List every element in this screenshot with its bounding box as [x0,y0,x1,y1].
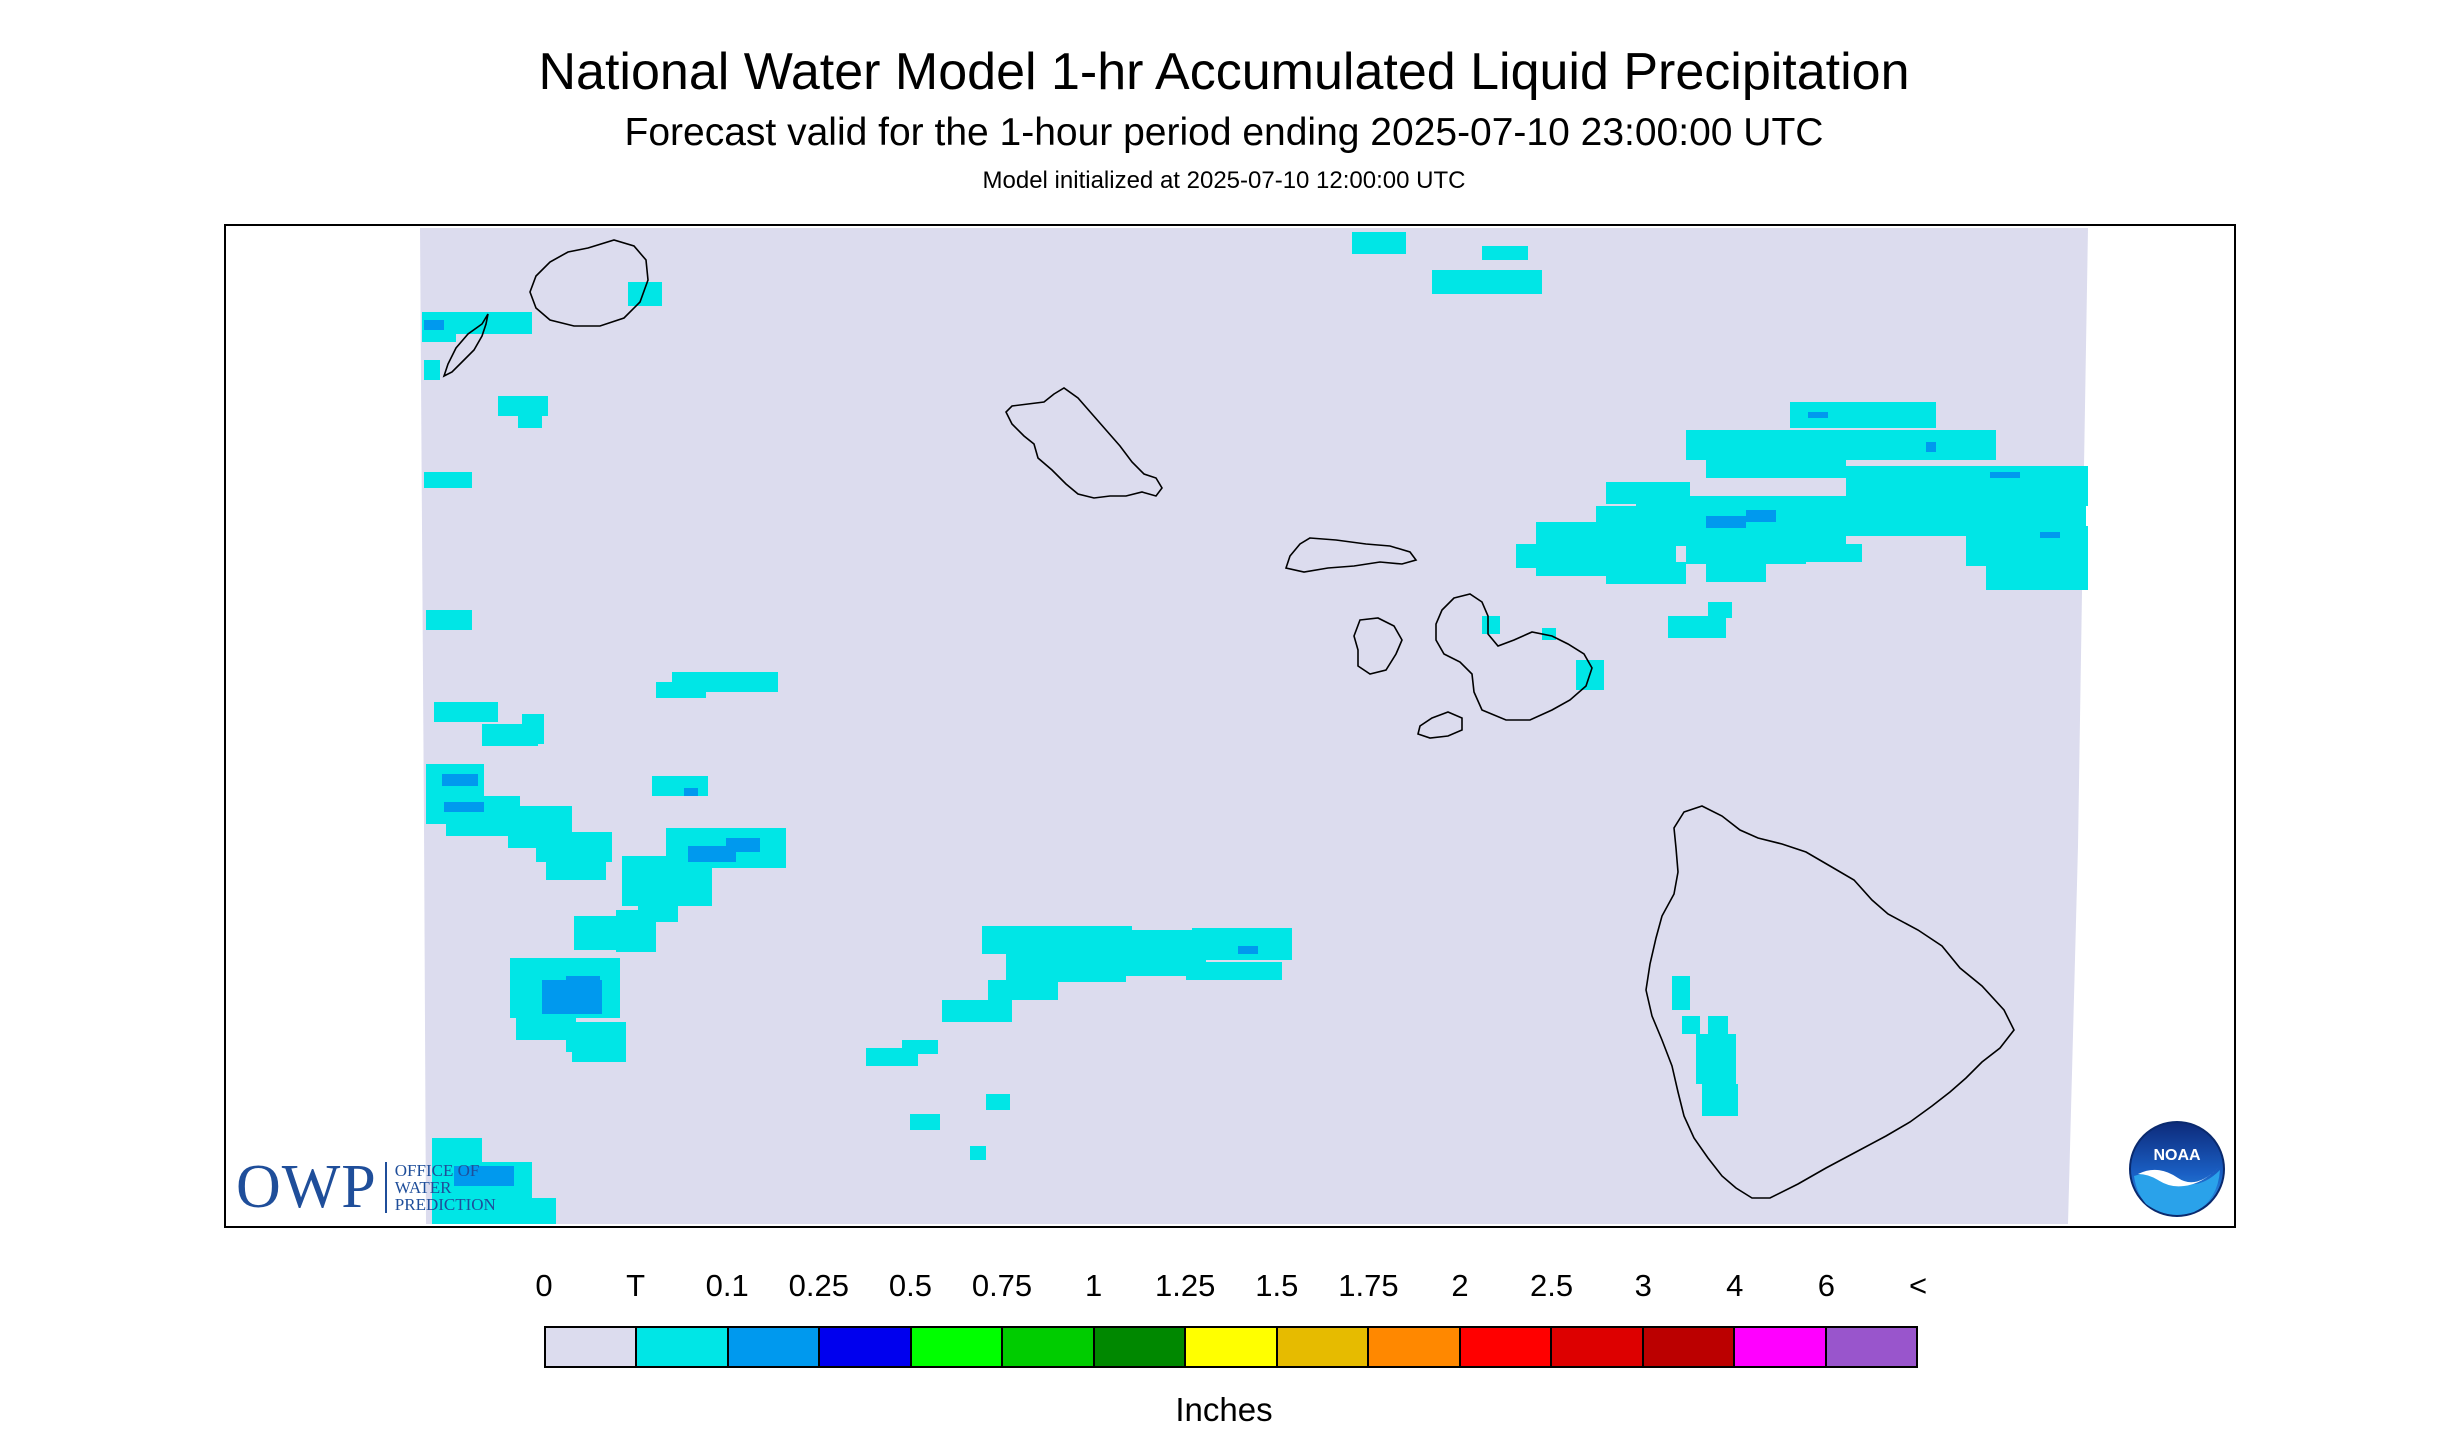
island-outlines [442,239,2015,1199]
legend-label: 1.75 [1338,1268,1399,1303]
legend-label: 2.5 [1530,1268,1574,1303]
forecast-valid-subtitle: Forecast valid for the 1-hour period end… [624,111,1824,154]
island-kauai [529,239,649,327]
legend-label: T [626,1268,646,1303]
legend-swatch [1186,1328,1278,1366]
legend-swatch [820,1328,912,1366]
legend-label: 3 [1634,1268,1652,1303]
island-niihau [442,313,489,378]
legend-label: 1 [1084,1268,1103,1303]
owp-logo-mark: OWP [236,1153,377,1221]
precip-light-cells [424,320,2060,1186]
legend-swatch [728,1328,821,1366]
legend-units: Inches [1175,1391,1273,1428]
owp-logo-text: OFFICE OF WATER PREDICTION [384,1160,496,1214]
legend-swatch [1094,1328,1187,1366]
owp-line-water: WATER [394,1177,452,1197]
legend-swatch [546,1328,638,1366]
island-hawaii [1645,805,2015,1199]
owp-line-prediction: PREDICTION [394,1194,496,1214]
model-init-text: Model initialized at 2025-07-10 12:00:00… [982,167,1466,194]
map-title: National Water Model 1-hr Accumulated Li… [538,43,1910,101]
legend-label: 4 [1726,1268,1744,1303]
legend-label: 1.25 [1155,1268,1216,1303]
island-molokai [1284,537,1418,573]
legend-label: 0.25 [788,1268,849,1303]
noaa-logo: NOAA [2128,1120,2226,1218]
island-kahoolawe [1417,711,1463,739]
legend-swatch [1826,1328,1917,1366]
legend-swatch [1369,1328,1461,1366]
legend-label: 0 [535,1268,553,1303]
legend-label: 2 [1451,1268,1469,1303]
legend-label: 6 [1817,1268,1836,1303]
legend-label: 0.1 [705,1268,749,1303]
island-oahu [1005,387,1163,499]
legend-labels: 0 T 0.1 0.25 0.5 0.75 1 1.25 1.5 1.75 2 … [514,1266,2014,1306]
legend-label: 1.5 [1255,1268,1299,1303]
legend-swatch [1735,1328,1827,1366]
legend-label: 0.75 [971,1268,1033,1303]
legend-label: < [1908,1268,1928,1303]
legend-swatch [637,1328,729,1366]
legend-swatch [1552,1328,1644,1366]
noaa-logo-text: NOAA [2153,1147,2201,1164]
precipitation-colorbar [544,1326,1918,1368]
map-canvas [420,228,2088,1224]
legend-swatch [911,1328,1004,1366]
island-lanai [1353,617,1403,675]
legend-swatch [1003,1328,1095,1366]
owp-line-office: OFFICE OF [394,1160,480,1180]
legend-label: 0.5 [888,1268,932,1303]
legend-swatch [1643,1328,1736,1366]
owp-logo: OWP OFFICE OF WATER PREDICTION [236,1156,496,1218]
model-domain [420,228,2088,1224]
precipitation-map [224,224,2236,1228]
legend-swatch [1277,1328,1370,1366]
island-maui [1435,593,1593,721]
legend-swatch [1460,1328,1553,1366]
